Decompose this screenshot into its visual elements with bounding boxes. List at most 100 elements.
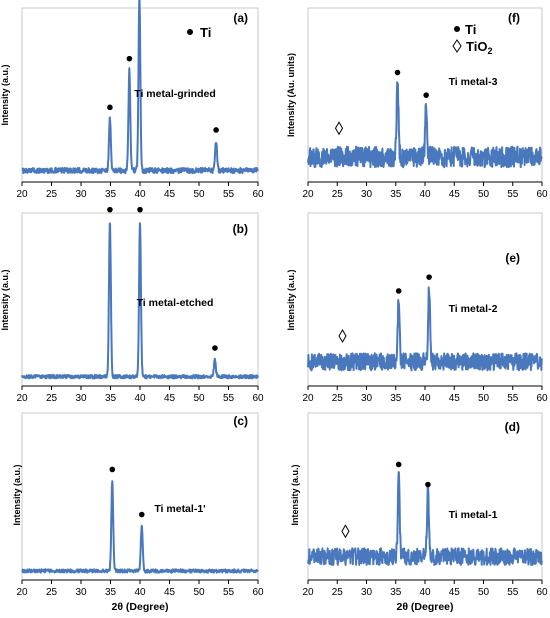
x-tick-label: 20 [302, 189, 314, 200]
x-tick-label: 55 [223, 587, 235, 598]
x-tick-label: 40 [419, 587, 431, 598]
x-tick-label: 35 [390, 587, 402, 598]
x-tick-label: 55 [507, 393, 519, 404]
x-tick-label: 50 [478, 189, 490, 200]
panel-label: (b) [233, 222, 248, 236]
x-tick-label: 60 [252, 587, 264, 598]
panel-label: (c) [233, 414, 248, 428]
x-tick-label: 40 [134, 189, 146, 200]
legend-panel-a: Ti [187, 25, 211, 40]
panel-c: 20 25 30 35 40 45 50 55 60 (c) Ti metal-1' Intensit… [12, 412, 264, 613]
sample-label: Ti metal-1 [449, 509, 498, 521]
x-tick-label: 50 [478, 393, 490, 404]
x-tick-label: 30 [361, 189, 373, 200]
x-tick-label: 25 [332, 189, 344, 200]
x-tick-label: 55 [507, 587, 519, 598]
x-tick-label: 55 [223, 189, 235, 200]
x-tick-label: 25 [46, 189, 58, 200]
xrd-trace-e [307, 286, 543, 372]
y-axis-label: Intensity (a.u.) [0, 64, 10, 125]
x-tick-label: 30 [75, 587, 87, 598]
x-tick-label: 20 [16, 189, 28, 200]
x-tick-label: 20 [16, 587, 28, 598]
x-tick-label: 35 [390, 393, 402, 404]
x-tick-label: 60 [252, 393, 264, 404]
x-tick-label: 35 [105, 189, 117, 200]
ti-peak-marker [423, 92, 429, 98]
sample-label: Ti metal-2 [449, 303, 498, 315]
panel-d: 20 25 30 35 40 45 50 55 60 (d) Ti metal-1 Intensity… [290, 412, 548, 613]
x-tick-label: 60 [536, 393, 548, 404]
legend-ti-label: Ti [465, 22, 476, 37]
x-tick-label: 20 [302, 393, 314, 404]
legend-ti-marker [454, 26, 460, 32]
x-tick-label: 50 [193, 393, 205, 404]
panel-label: (a) [233, 11, 248, 25]
xrd-trace-b [21, 222, 259, 380]
legend-ti-label: Ti [200, 25, 211, 40]
x-tick-label: 35 [390, 189, 402, 200]
sample-label: Ti metal-3 [449, 76, 498, 88]
sample-label: Ti metal-grinded [134, 88, 215, 100]
legend-tio2-marker [452, 39, 462, 53]
x-tick-label: 35 [105, 587, 117, 598]
y-axis-label: Intensity (Au. units) [286, 53, 296, 137]
y-axis-label: Intensity (a.u.) [286, 269, 296, 330]
x-tick-label: 50 [478, 587, 490, 598]
ti-peak-marker [395, 461, 402, 468]
x-axis-label: 2θ (Degree) [111, 601, 168, 613]
x-tick-label: 40 [419, 393, 431, 404]
panel-e: 20 25 30 35 40 45 50 55 60 (e) Ti metal-2 Intensity… [286, 212, 548, 404]
x-tick-label: 60 [536, 189, 548, 200]
panel-b: 20 25 30 35 40 45 50 55 60 (b) Ti metal-etched Inte… [0, 206, 264, 404]
x-tick-label: 40 [419, 189, 431, 200]
x-tick-label: 30 [75, 393, 87, 404]
ti-peak-marker [425, 481, 431, 488]
ti-peak-marker [426, 274, 432, 280]
xrd-trace-c [21, 480, 259, 574]
x-tick-label: 30 [361, 587, 373, 598]
panel-label: (d) [505, 420, 520, 434]
x-tick-label: 20 [302, 587, 314, 598]
ti-peak-marker [137, 206, 143, 213]
panel-label: (e) [505, 251, 520, 265]
xrd-trace-d [307, 471, 543, 566]
x-tick-label: 30 [361, 393, 373, 404]
x-tick-label: 50 [193, 587, 205, 598]
ti-peak-marker [126, 55, 133, 62]
ti-peak-marker [107, 206, 113, 213]
x-tick-label: 25 [46, 393, 58, 404]
x-tick-label: 45 [449, 189, 461, 200]
ti-peak-marker [395, 288, 402, 294]
y-axis-label: Intensity (a.u.) [0, 269, 10, 330]
ti-peak-marker [138, 511, 145, 518]
ti-peak-marker [109, 466, 116, 473]
tio2-peak-marker [338, 328, 347, 343]
xrd-trace-a [21, 0, 259, 175]
legend-panel-f: Ti TiO2 [452, 22, 492, 56]
xrd-trace-f [307, 81, 543, 169]
x-tick-label: 45 [164, 587, 176, 598]
x-tick-label: 55 [223, 393, 235, 404]
ti-peak-marker [213, 127, 219, 133]
x-axis-label: 2θ (Degree) [396, 601, 453, 613]
x-tick-label: 35 [105, 393, 117, 404]
x-tick-label: 20 [16, 393, 28, 404]
y-axis-label: Intensity (a.u.) [12, 464, 22, 525]
ti-peak-marker [394, 69, 401, 76]
x-tick-label: 50 [193, 189, 205, 200]
panel-f: 20 25 30 35 40 45 50 55 60 (f) Ti metal-3 Intensity… [286, 7, 548, 200]
x-tick-label: 30 [75, 189, 87, 200]
y-axis-label: Intensity (a.u.) [290, 464, 300, 525]
ti-peak-marker [107, 104, 113, 111]
x-tick-label: 40 [134, 393, 146, 404]
x-tick-label: 25 [332, 393, 344, 404]
sample-label: Ti metal-1' [154, 503, 205, 515]
legend-ti-marker [187, 29, 193, 35]
x-tick-label: 40 [134, 587, 146, 598]
x-tick-label: 45 [449, 587, 461, 598]
tio2-peak-marker [334, 121, 344, 136]
